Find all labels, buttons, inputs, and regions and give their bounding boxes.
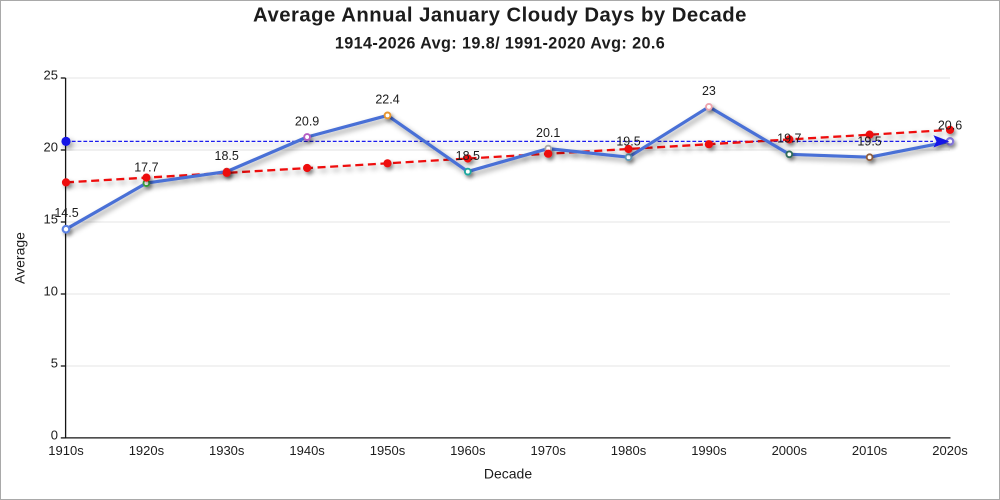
- svg-text:20.9: 20.9: [295, 114, 319, 128]
- svg-text:5: 5: [51, 356, 58, 371]
- svg-text:25: 25: [44, 68, 58, 83]
- svg-text:14.5: 14.5: [54, 206, 78, 220]
- svg-text:1960s: 1960s: [450, 443, 486, 458]
- svg-text:1950s: 1950s: [370, 443, 406, 458]
- svg-text:17.7: 17.7: [134, 160, 158, 174]
- svg-text:1920s: 1920s: [129, 443, 165, 458]
- svg-text:22.4: 22.4: [375, 93, 399, 107]
- svg-text:18.5: 18.5: [456, 149, 480, 163]
- svg-text:20: 20: [44, 140, 58, 155]
- svg-text:1940s: 1940s: [289, 443, 325, 458]
- svg-text:Average Annual January Cloudy: Average Annual January Cloudy Days by De…: [253, 5, 747, 27]
- svg-text:1930s: 1930s: [209, 443, 245, 458]
- svg-text:19.7: 19.7: [777, 132, 801, 146]
- svg-text:Decade: Decade: [484, 466, 532, 482]
- svg-text:0: 0: [51, 428, 58, 443]
- svg-text:10: 10: [44, 284, 58, 299]
- svg-text:23: 23: [702, 84, 716, 98]
- svg-text:2020s: 2020s: [932, 443, 968, 458]
- svg-text:1970s: 1970s: [530, 443, 566, 458]
- svg-text:Average: Average: [12, 232, 28, 284]
- svg-text:2010s: 2010s: [852, 443, 888, 458]
- svg-text:1990s: 1990s: [691, 443, 727, 458]
- svg-text:2000s: 2000s: [772, 443, 808, 458]
- svg-text:1980s: 1980s: [611, 443, 647, 458]
- svg-text:18.5: 18.5: [215, 149, 239, 163]
- svg-text:19.5: 19.5: [857, 135, 881, 149]
- svg-text:1914-2026 Avg: 19.8/ 1991-2020: 1914-2026 Avg: 19.8/ 1991-2020 Avg: 20.6: [335, 35, 665, 53]
- svg-text:15: 15: [44, 212, 58, 227]
- svg-text:19.5: 19.5: [616, 135, 640, 149]
- svg-text:20.6: 20.6: [938, 119, 962, 133]
- svg-text:1910s: 1910s: [48, 443, 84, 458]
- svg-text:20.1: 20.1: [536, 126, 560, 140]
